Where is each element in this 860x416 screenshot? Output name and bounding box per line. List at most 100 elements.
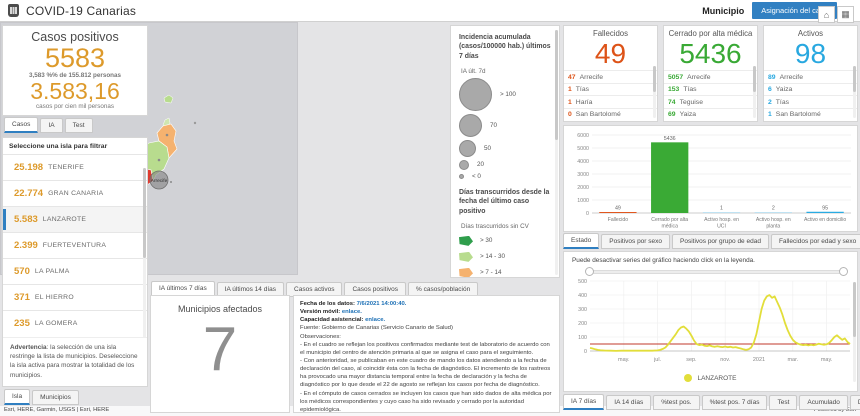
incidence-classes: > 100 70 50 20 < 0 [459, 77, 551, 180]
map-la-graciosa[interactable] [163, 94, 174, 104]
stat-row-name: Yaiza [775, 86, 793, 94]
svg-text:100: 100 [578, 335, 587, 341]
slider-handle-left[interactable] [585, 267, 594, 276]
tab-municipios[interactable]: Municipios [32, 390, 79, 405]
stat-list-item[interactable]: 1 San Bartolomé [764, 107, 857, 121]
stat-list-item[interactable]: 1 Tías [564, 82, 657, 96]
stat-row-name: San Bartolomé [775, 111, 821, 119]
island-item-la-palma[interactable]: 570 LA PALMA [3, 258, 147, 284]
island-item-la-gomera[interactable]: 235 LA GOMERA [3, 310, 147, 336]
svg-text:1: 1 [720, 206, 723, 212]
stat-scrollbar[interactable] [853, 66, 856, 118]
stat-row-name: Haría [575, 98, 593, 106]
affected-municipalities-value: 7 [202, 315, 238, 384]
island-item-el-hierro[interactable]: 371 EL HIERRO [3, 284, 147, 310]
tab-ia[interactable]: IA [40, 118, 63, 133]
tab-ia-14-d-as[interactable]: IA 14 días [606, 395, 652, 410]
incidence-class-label: 50 [484, 144, 492, 152]
tab-ia-7-d-as[interactable]: IA 7 días [563, 394, 605, 410]
time-range-slider[interactable] [585, 267, 848, 277]
line-chart-hint: Puede desactivar series del gráfico haci… [572, 257, 755, 264]
stat-row-name: Arrecife [579, 73, 603, 81]
incidence-class: < 0 [459, 173, 551, 180]
positive-cases-card: Casos positivos 5583 3,583 %% de 155.812… [2, 25, 148, 116]
line-chart-legend[interactable]: LANZAROTE [564, 374, 857, 382]
island-value: 570 [14, 266, 30, 277]
incidence-class: 20 [459, 159, 551, 170]
positive-cases-rate-caption: casos por cien mil personas [35, 103, 115, 111]
tab-test[interactable]: Test [769, 395, 798, 410]
stat-title: Fallecidos [592, 29, 629, 38]
tab-fallecidos-por-edad-y-sexo[interactable]: Fallecidos por edad y sexo [770, 234, 860, 249]
stat-row-name: San Bartolomé [575, 111, 621, 119]
svg-text:Activo en domicilio: Activo en domicilio [804, 217, 846, 223]
casos-tabbar: Casos IA Test [4, 117, 93, 133]
tab-positivos-por-grupo-de-edad[interactable]: Positivos por grupo de edad [672, 234, 769, 249]
svg-text:Activo hosp. en: Activo hosp. en [756, 217, 791, 223]
incidence-class-label: 20 [477, 161, 485, 169]
stat-list-item[interactable]: 0 San Bartolomé [564, 107, 657, 121]
stat-list-item[interactable]: 47 Arrecife [564, 70, 657, 83]
info-line: Observaciones: [300, 333, 341, 340]
info-link[interactable]: enlace. [341, 309, 362, 316]
days-class: > 30 [459, 235, 551, 246]
tab-estado[interactable]: Estado [563, 233, 600, 249]
stat-list-item[interactable]: 153 Tías [664, 82, 757, 96]
stat-list-item[interactable]: 74 Teguise [664, 95, 757, 108]
island-name: LA GOMERA [34, 320, 78, 327]
stat-list-item[interactable]: 5057 Arrecife [664, 70, 757, 83]
tab-isla[interactable]: Isla [4, 389, 31, 405]
stat-scrollbar[interactable] [753, 66, 756, 118]
island-list: 25.198 TENERIFE 22.774 GRAN CANARIA 5.583 LAN… [3, 154, 147, 336]
map-islet-dot [193, 121, 197, 125]
tab-acumulado[interactable]: Acumulado [799, 395, 848, 410]
tab-casos[interactable]: Casos [4, 117, 39, 133]
island-item-fuerteventura[interactable]: 2.399 FUERTEVENTURA [3, 232, 147, 258]
tab-test[interactable]: Test [64, 118, 93, 133]
stat-scrollbar[interactable] [653, 66, 656, 118]
municipio-label: Municipio [702, 5, 745, 16]
slider-handle-right[interactable] [839, 267, 848, 276]
info-link[interactable]: 7/6/2021 14:00:40. [356, 301, 407, 307]
tab--test-pos-7-d-as[interactable]: %test pos. 7 días [701, 395, 768, 410]
svg-text:500: 500 [578, 279, 587, 285]
map-tabbar: IA últimos 7 días IA últimos 14 días Casos… [151, 281, 479, 297]
svg-text:2: 2 [772, 206, 775, 212]
info-line: Fuente: Gobierno de Canarias (Servicio C… [300, 325, 453, 332]
island-filter-title: Seleccione una isla para filtrar [9, 143, 108, 150]
incidence-class: 70 [459, 113, 551, 137]
line-card-scrollbar[interactable] [853, 282, 856, 382]
svg-text:4000: 4000 [577, 159, 589, 165]
stat-list-item[interactable]: 69 Yaiza [664, 107, 757, 121]
island-list-scrollbar[interactable] [143, 168, 146, 373]
stat-row-name: Arrecife [687, 73, 711, 81]
map-arrecife-circle[interactable] [149, 170, 169, 190]
island-value: 2.399 [14, 240, 38, 251]
slider-track[interactable] [588, 270, 845, 274]
island-warning: Advertencia: la selección de una isla re… [3, 336, 147, 386]
stat-list-item[interactable]: 6 Yaiza [764, 82, 857, 96]
island-item-lanzarote[interactable]: 5.583 LANZAROTE [3, 206, 147, 232]
app-title: COVID-19 Canarias [26, 3, 137, 18]
assign-case-button[interactable]: Asignación del caso [752, 2, 837, 19]
isla-municipios-tabbar: Isla Municipios [4, 389, 79, 405]
island-item-gran-canaria[interactable]: 22.774 GRAN CANARIA [3, 180, 147, 206]
stat-value: 5436 [679, 38, 742, 69]
incidence-legend-title: Incidencia acumulada (casos/100000 hab.)… [459, 34, 551, 60]
stat-list-item[interactable]: 2 Tías [764, 95, 857, 108]
positive-cases-rate: 3.583,16 [30, 78, 120, 105]
tab--test-pos-[interactable]: %test pos. [653, 395, 700, 410]
info-link[interactable]: enlace. [365, 317, 386, 324]
tab-diario[interactable]: Diario [849, 395, 860, 410]
tab-positivos-por-sexo[interactable]: Positivos por sexo [601, 234, 670, 249]
stat-row-name: Arrecife [779, 73, 803, 81]
island-item-tenerife[interactable]: 25.198 TENERIFE [3, 154, 147, 180]
days-class-label: > 7 - 14 [480, 269, 502, 277]
info-line: Capacidad asistencial: enlace. [300, 317, 386, 324]
stat-row-number: 6 [768, 86, 772, 94]
days-legend-subtitle: Días trascurridos sin CV [461, 222, 529, 230]
lanzarote-legend-dot [684, 374, 693, 382]
stat-list-item[interactable]: 89 Arrecife [764, 70, 857, 83]
stat-list-item[interactable]: 1 Haría [564, 95, 657, 108]
legend-scrollbar[interactable] [555, 30, 558, 275]
